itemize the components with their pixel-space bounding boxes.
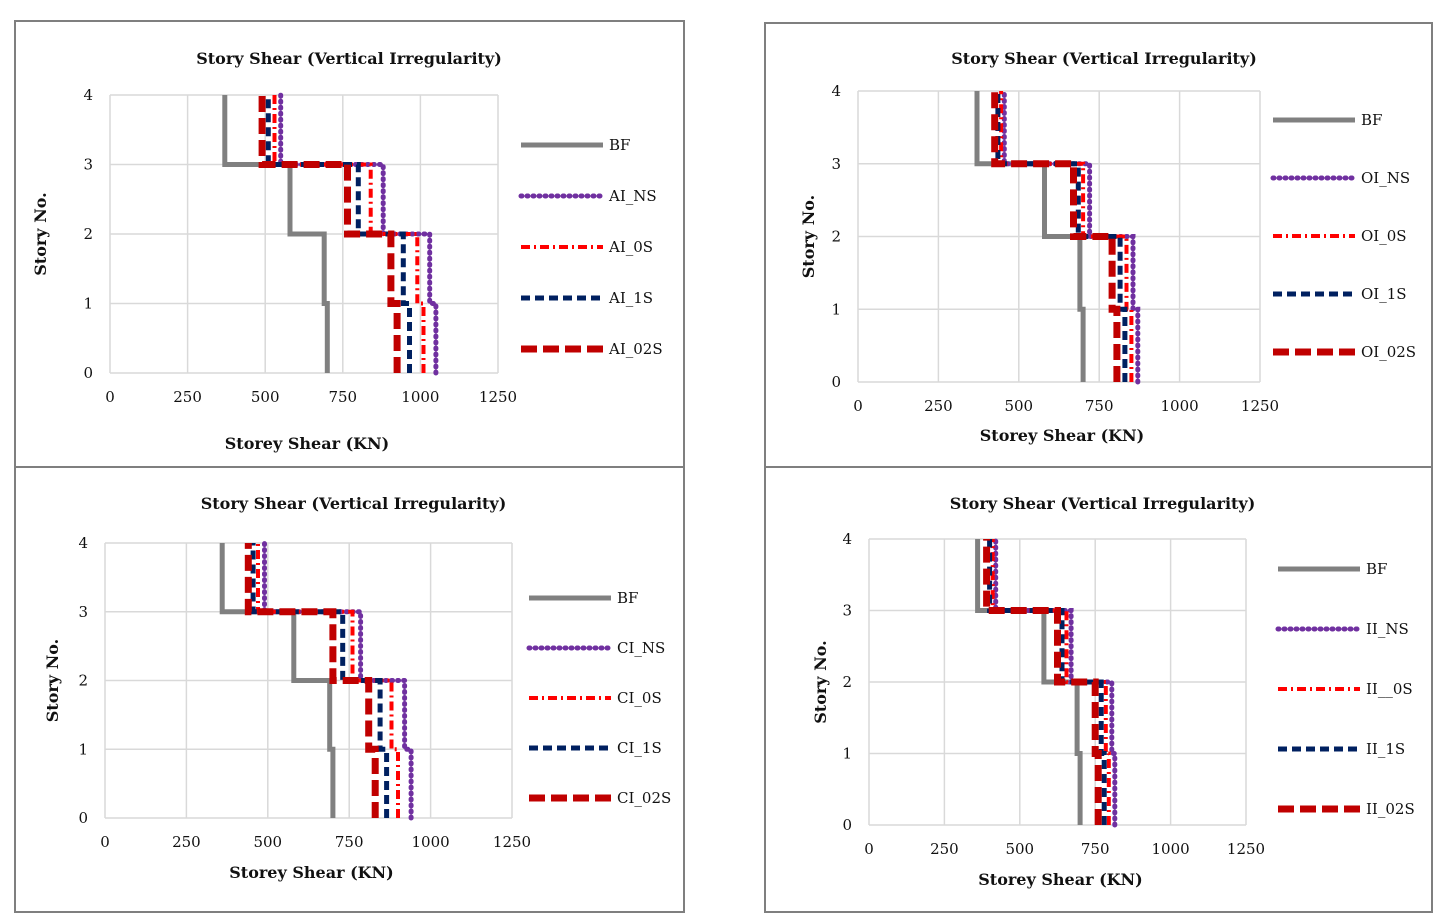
x-tick-label: 1250 — [1227, 840, 1265, 858]
chart-svg: Story Shear (Vertical Irregularity) 0 250 5… — [811, 494, 1415, 889]
series-line-ii-1s — [987, 539, 1107, 825]
x-tick-label: 750 — [1081, 840, 1110, 858]
series-line-ci-02s — [244, 543, 379, 818]
series-line-ii-02s — [983, 539, 1102, 825]
x-tick-label: 500 — [251, 388, 280, 406]
y-tick-label: 2 — [842, 673, 852, 691]
y-tick-label: 1 — [83, 295, 93, 313]
legend-label-ii-02s: II_02S — [1366, 800, 1415, 818]
y-tick-label: 4 — [831, 82, 841, 100]
y-tick-label: 3 — [831, 155, 841, 173]
series-line-oi-0s — [999, 91, 1134, 382]
y-tick-label: 3 — [83, 156, 93, 174]
legend-label-ci-1s: CI_1S — [617, 739, 662, 757]
chart-panel-oi: Story Shear (Vertical Irregularity) 0 250 5… — [764, 22, 1433, 469]
x-axis-label: Storey Shear (KN) — [229, 863, 394, 882]
x-axis-label: Storey Shear (KN) — [978, 870, 1143, 889]
x-tick-label: 0 — [105, 388, 115, 406]
y-tick-label: 0 — [83, 364, 93, 382]
y-tick-label: 1 — [842, 745, 852, 763]
x-tick-label: 1250 — [493, 833, 531, 851]
legend-label-ci-0s: CI_0S — [617, 689, 662, 707]
y-tick-label: 1 — [831, 300, 841, 318]
x-tick-label: 250 — [172, 833, 201, 851]
chart-svg: Story Shear (Vertical Irregularity) 0 250 5… — [43, 494, 671, 882]
chart-panel-ii: Story Shear (Vertical Irregularity) 0 250 5… — [764, 466, 1433, 913]
legend-label-oi-1s: OI_1S — [1361, 285, 1407, 303]
x-tick-label: 1000 — [1161, 397, 1199, 415]
legend-label-bf: BF — [1361, 111, 1382, 129]
chart-panel-ai: Story Shear (Vertical Irregularity) 0 250 5… — [14, 20, 685, 469]
y-tick-label: 4 — [842, 530, 852, 548]
x-tick-label: 250 — [924, 397, 953, 415]
x-tick-label: 250 — [930, 840, 959, 858]
legend-label-oi-0s: OI_0S — [1361, 227, 1407, 245]
legend-label-ci-ns: CI_NS — [617, 639, 665, 657]
chart-panel-ci: Story Shear (Vertical Irregularity) 0 250 5… — [14, 466, 685, 913]
x-tick-label: 1000 — [412, 833, 450, 851]
chart-title: Story Shear (Vertical Irregularity) — [951, 49, 1257, 68]
y-tick-label: 3 — [78, 603, 88, 621]
x-tick-label: 750 — [335, 833, 364, 851]
series-line-oi-1s — [995, 91, 1128, 382]
legend-label-ai-0s: AI_0S — [608, 238, 653, 256]
legend-label-bf: BF — [609, 136, 630, 154]
chart-title: Story Shear (Vertical Irregularity) — [950, 494, 1256, 513]
x-tick-label: 500 — [1005, 840, 1034, 858]
chart-svg: Story Shear (Vertical Irregularity) 0 250 5… — [31, 49, 663, 453]
chart-title: Story Shear (Vertical Irregularity) — [201, 494, 507, 513]
y-axis-label: Story No. — [43, 639, 62, 723]
chart-title: Story Shear (Vertical Irregularity) — [196, 49, 502, 68]
x-tick-label: 1000 — [401, 388, 439, 406]
y-tick-label: 0 — [842, 816, 852, 834]
y-axis-label: Story No. — [799, 195, 818, 279]
series-line-bf — [222, 95, 330, 373]
chart-svg: Story Shear (Vertical Irregularity) 0 250 5… — [799, 49, 1416, 445]
legend-label-ii-ns: II_NS — [1366, 620, 1409, 638]
y-axis-label: Story No. — [31, 192, 50, 276]
y-tick-label: 0 — [78, 809, 88, 827]
series-line-ai-02s — [258, 95, 401, 373]
x-axis-label: Storey Shear (KN) — [225, 434, 390, 453]
legend-label-ii-1s: II_1S — [1366, 740, 1405, 758]
y-tick-label: 3 — [842, 602, 852, 620]
legend-label-ai-ns: AI_NS — [608, 187, 657, 205]
series-line-ai-1s — [265, 95, 412, 373]
x-tick-label: 1250 — [479, 388, 517, 406]
legend-label-bf: BF — [1366, 560, 1387, 578]
x-tick-label: 0 — [100, 833, 110, 851]
y-tick-label: 2 — [78, 672, 88, 690]
x-tick-label: 1250 — [1241, 397, 1279, 415]
legend-label-ii-0s: II__0S — [1366, 680, 1413, 698]
legend-label-bf: BF — [617, 589, 638, 607]
y-tick-label: 0 — [831, 373, 841, 391]
y-axis-label: Story No. — [811, 640, 830, 724]
x-tick-label: 500 — [1004, 397, 1033, 415]
y-tick-label: 1 — [78, 740, 88, 758]
x-tick-label: 500 — [253, 833, 282, 851]
legend-label-ci-02s: CI_02S — [617, 789, 671, 807]
x-tick-label: 750 — [1085, 397, 1114, 415]
x-tick-label: 250 — [173, 388, 202, 406]
x-tick-label: 0 — [853, 397, 863, 415]
y-tick-label: 4 — [78, 534, 88, 552]
y-tick-label: 2 — [831, 228, 841, 246]
y-tick-label: 4 — [83, 86, 93, 104]
legend-label-oi-ns: OI_NS — [1361, 169, 1410, 187]
legend-label-ai-1s: AI_1S — [608, 289, 653, 307]
x-tick-label: 0 — [864, 840, 874, 858]
series-line-ci-0s — [256, 543, 400, 818]
y-tick-label: 2 — [83, 225, 93, 243]
legend-label-oi-02s: OI_02S — [1361, 343, 1416, 361]
series-line-oi-02s — [991, 91, 1121, 382]
x-axis-label: Storey Shear (KN) — [980, 426, 1145, 445]
legend-label-ai-02s: AI_02S — [608, 340, 663, 358]
x-tick-label: 750 — [328, 388, 357, 406]
x-tick-label: 1000 — [1152, 840, 1190, 858]
